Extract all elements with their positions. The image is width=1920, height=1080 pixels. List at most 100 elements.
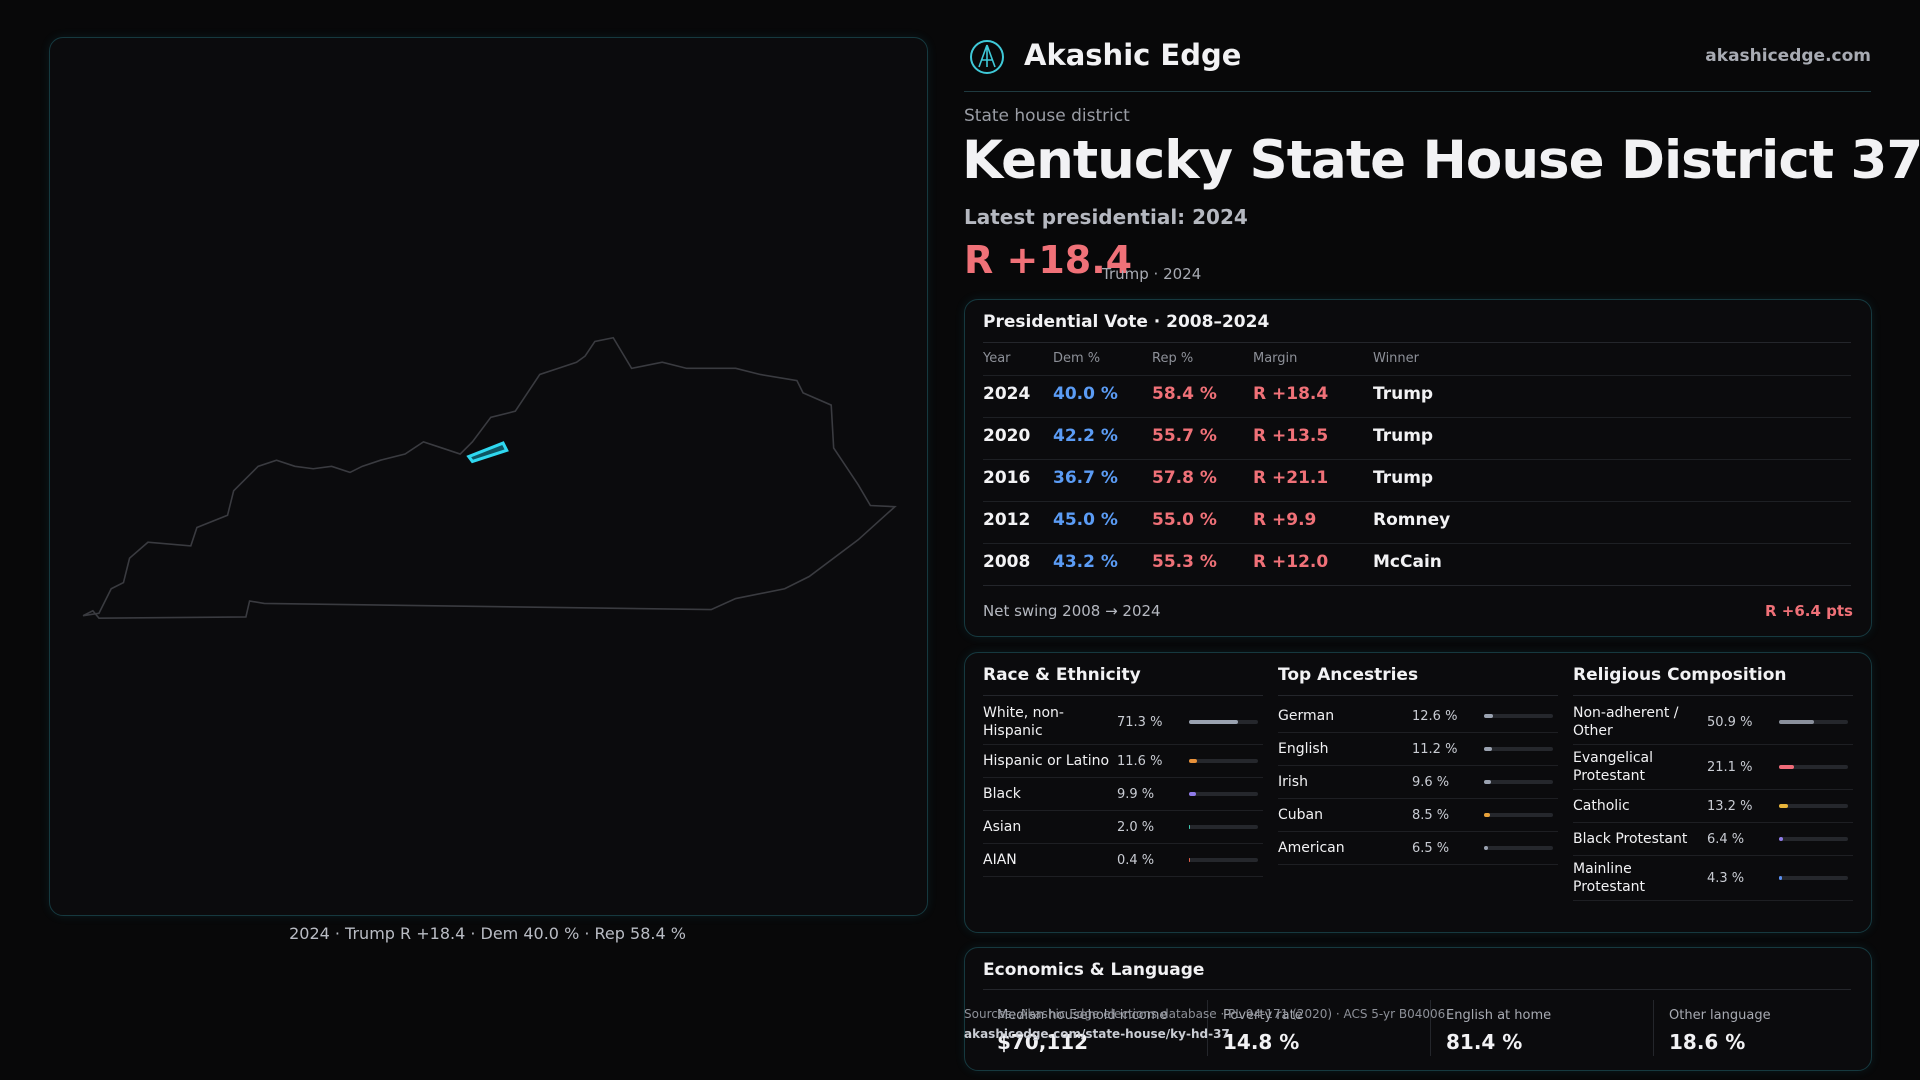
demographic-row: English 11.2 % xyxy=(1278,733,1558,766)
cell: R +18.4 xyxy=(1253,384,1329,404)
demographic-row: Cuban 8.5 % xyxy=(1278,799,1558,832)
row-label: Irish xyxy=(1278,774,1308,790)
row-value: 2.0 % xyxy=(1117,819,1155,835)
bar xyxy=(1779,837,1784,841)
row-rule xyxy=(983,585,1851,586)
row-value: 12.6 % xyxy=(1412,708,1458,724)
rule xyxy=(983,342,1851,343)
cell: 57.8 % xyxy=(1152,468,1217,488)
cell: 55.0 % xyxy=(1152,510,1217,530)
title: Kentucky State House District 37 xyxy=(962,130,1920,191)
ancestry-section: Top Ancestries German 12.6 % English 11.2 % I… xyxy=(1278,665,1558,865)
row-rule xyxy=(983,501,1851,502)
row-label: Non-adherent / Other xyxy=(1573,705,1679,739)
cell: Trump xyxy=(1373,384,1434,404)
cell: Trump xyxy=(1373,426,1434,446)
demographic-row: Evangelical Protestant 21.1 % xyxy=(1573,745,1853,790)
row-rule xyxy=(983,417,1851,418)
metric-value: 18.6 % xyxy=(1669,1030,1746,1054)
section-title: Top Ancestries xyxy=(1278,665,1558,696)
cell: R +9.9 xyxy=(1253,510,1317,530)
cell: 2008 xyxy=(983,552,1031,572)
row-rule xyxy=(983,375,1851,376)
row-label: Asian xyxy=(983,819,1022,835)
cell: 2012 xyxy=(983,510,1031,530)
net-swing-label: Net swing 2008 → 2024 xyxy=(983,602,1161,620)
logo xyxy=(970,40,1004,74)
demographic-row: German 12.6 % xyxy=(1278,700,1558,733)
metric-value: 81.4 % xyxy=(1446,1030,1523,1054)
bar-track xyxy=(1484,747,1553,751)
rule xyxy=(983,989,1851,990)
cell: R +12.0 xyxy=(1253,552,1329,572)
row-label: AIAN xyxy=(983,852,1017,868)
row-value: 6.5 % xyxy=(1412,840,1450,856)
metric-label: Median household income xyxy=(997,1008,1168,1023)
bar-track xyxy=(1779,876,1848,880)
bar xyxy=(1189,720,1239,724)
cell: 45.0 % xyxy=(1053,510,1118,530)
bar xyxy=(1779,804,1789,808)
metric-label: English at home xyxy=(1446,1008,1552,1023)
metric-label: Poverty rate xyxy=(1223,1008,1303,1023)
divider xyxy=(1430,1000,1431,1056)
column-header: Margin xyxy=(1253,351,1298,366)
race-section: Race & Ethnicity White, non-Hispanic 71.3 … xyxy=(983,665,1263,877)
bar-track xyxy=(1484,813,1553,817)
row-value: 50.9 % xyxy=(1707,714,1753,730)
religion-section: Religious Composition Non-adherent / Othe… xyxy=(1573,665,1853,901)
bar xyxy=(1484,846,1489,850)
bar xyxy=(1189,858,1190,862)
column-header: Rep % xyxy=(1152,351,1194,366)
row-value: 13.2 % xyxy=(1707,798,1753,814)
row-label: Evangelical Protestant xyxy=(1573,750,1654,784)
row-label: Catholic xyxy=(1573,798,1630,814)
map xyxy=(82,336,897,619)
row-value: 4.3 % xyxy=(1707,870,1745,886)
state-outline xyxy=(82,336,897,619)
bar-track xyxy=(1779,837,1848,841)
bar xyxy=(1484,780,1491,784)
divider xyxy=(1207,1000,1208,1056)
row-label: White, non-Hispanic xyxy=(983,705,1064,739)
cell: 2024 xyxy=(983,384,1031,404)
source-url: akashicedge.com/state-house/ky-hd-37 xyxy=(964,1027,1230,1041)
cell: McCain xyxy=(1373,552,1442,572)
bar xyxy=(1779,720,1815,724)
row-rule xyxy=(983,459,1851,460)
section-title: Religious Composition xyxy=(1573,665,1853,696)
cell: 55.7 % xyxy=(1152,426,1217,446)
row-value: 6.4 % xyxy=(1707,831,1745,847)
bar xyxy=(1484,813,1490,817)
map-panel xyxy=(49,37,928,916)
margin-note: Trump · 2024 xyxy=(1102,265,1202,283)
site: akashicedge.com xyxy=(1705,46,1871,66)
demographic-row: Black Protestant 6.4 % xyxy=(1573,823,1853,856)
bar-track xyxy=(1779,720,1848,724)
cell: R +13.5 xyxy=(1253,426,1329,446)
row-label: Cuban xyxy=(1278,807,1323,823)
district-shape xyxy=(466,441,509,464)
brand: Akashic Edge xyxy=(1024,38,1242,72)
cell: Trump xyxy=(1373,468,1434,488)
cell: 42.2 % xyxy=(1053,426,1118,446)
latest: Latest presidential: 2024 xyxy=(964,205,1248,229)
row-label: Hispanic or Latino xyxy=(983,753,1110,769)
row-value: 8.5 % xyxy=(1412,807,1450,823)
column-header: Winner xyxy=(1373,351,1420,366)
row-value: 11.6 % xyxy=(1117,753,1163,769)
bar-track xyxy=(1779,804,1848,808)
bar xyxy=(1779,765,1794,769)
row-label: Black Protestant xyxy=(1573,831,1688,847)
metric-value: $70,112 xyxy=(997,1030,1089,1054)
margin: R +18.4 xyxy=(964,238,1133,282)
demographic-row: American 6.5 % xyxy=(1278,832,1558,865)
cell: Romney xyxy=(1373,510,1451,530)
cell: 58.4 % xyxy=(1152,384,1217,404)
row-rule xyxy=(983,543,1851,544)
bar-track xyxy=(1189,825,1258,829)
metric-label: Other language xyxy=(1669,1008,1771,1023)
demographics-panel: Race & Ethnicity White, non-Hispanic 71.3 … xyxy=(964,652,1872,933)
bar xyxy=(1189,825,1191,829)
